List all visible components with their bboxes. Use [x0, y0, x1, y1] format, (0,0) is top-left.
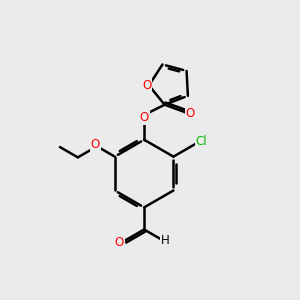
Text: O: O [91, 138, 100, 151]
Text: Cl: Cl [196, 135, 208, 148]
Text: O: O [115, 236, 124, 248]
Text: O: O [140, 110, 149, 124]
Text: O: O [142, 79, 151, 92]
Text: H: H [161, 234, 170, 247]
Text: O: O [186, 107, 195, 120]
